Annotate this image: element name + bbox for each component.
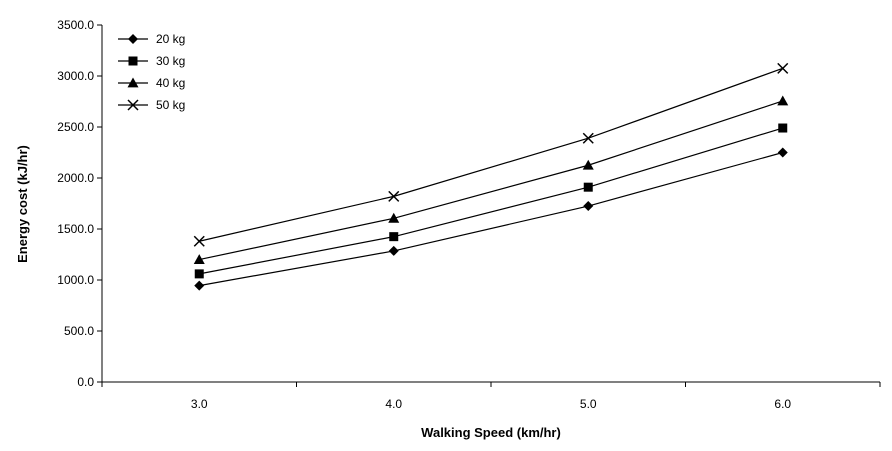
series-50-kg <box>193 62 789 247</box>
legend-label: 50 kg <box>156 98 185 112</box>
x-tick-label: 4.0 <box>385 397 402 411</box>
legend-marker <box>127 77 139 88</box>
series-line <box>199 127 783 275</box>
x-axis-title: Walking Speed (km/hr) <box>421 425 561 440</box>
y-axis-title: Energy cost (kJ/hr) <box>15 145 30 263</box>
series-line <box>199 67 783 242</box>
y-tick-label: 2000.0 <box>57 171 94 185</box>
x-tick-label: 3.0 <box>191 397 208 411</box>
legend-item: 30 kg <box>118 54 185 68</box>
y-tick-label: 2500.0 <box>57 120 94 134</box>
series-line <box>199 151 783 287</box>
y-ticks: 0.0 500.0 1000.0 1500.0 2000.0 2500.0 3000.0 35… <box>57 18 102 389</box>
data-point <box>193 235 205 247</box>
series-layer <box>193 62 789 291</box>
data-point <box>777 147 788 158</box>
series-20-kg <box>194 147 788 291</box>
legend-item: 40 kg <box>118 76 185 90</box>
legend-label: 40 kg <box>156 76 185 90</box>
legend-item: 20 kg <box>118 32 185 46</box>
x-tick-label: 6.0 <box>774 397 791 411</box>
x-ticks: 3.0 4.0 5.0 6.0 <box>101 382 881 411</box>
data-point <box>583 182 593 192</box>
y-tick-label: 3500.0 <box>57 18 94 32</box>
data-point <box>583 201 594 212</box>
legend-marker <box>127 99 139 111</box>
legend-marker <box>128 34 138 44</box>
y-tick-label: 1000.0 <box>57 273 94 287</box>
data-point <box>582 132 594 144</box>
y-tick-label: 500.0 <box>64 324 94 338</box>
data-point <box>194 269 204 279</box>
data-point <box>193 254 205 264</box>
data-point <box>778 123 788 133</box>
data-point <box>582 159 594 170</box>
x-tick-label: 5.0 <box>580 397 597 411</box>
legend-item: 50 kg <box>118 98 185 112</box>
data-point <box>388 190 400 202</box>
data-point <box>777 62 789 74</box>
data-point <box>194 280 205 291</box>
y-tick-label: 3000.0 <box>57 69 94 83</box>
legend: 20 kg 30 kg 40 kg 50 kg <box>118 32 185 112</box>
data-point <box>388 212 400 223</box>
data-point <box>388 245 399 256</box>
data-point <box>777 95 789 106</box>
y-tick-label: 1500.0 <box>57 222 94 236</box>
y-tick-label: 0.0 <box>77 375 94 389</box>
series-line <box>199 100 783 261</box>
data-point <box>389 232 399 242</box>
series-30-kg <box>194 123 788 279</box>
axes <box>101 25 880 383</box>
legend-label: 30 kg <box>156 54 185 68</box>
series-40-kg <box>193 95 789 264</box>
legend-marker <box>128 56 138 66</box>
legend-label: 20 kg <box>156 32 185 46</box>
